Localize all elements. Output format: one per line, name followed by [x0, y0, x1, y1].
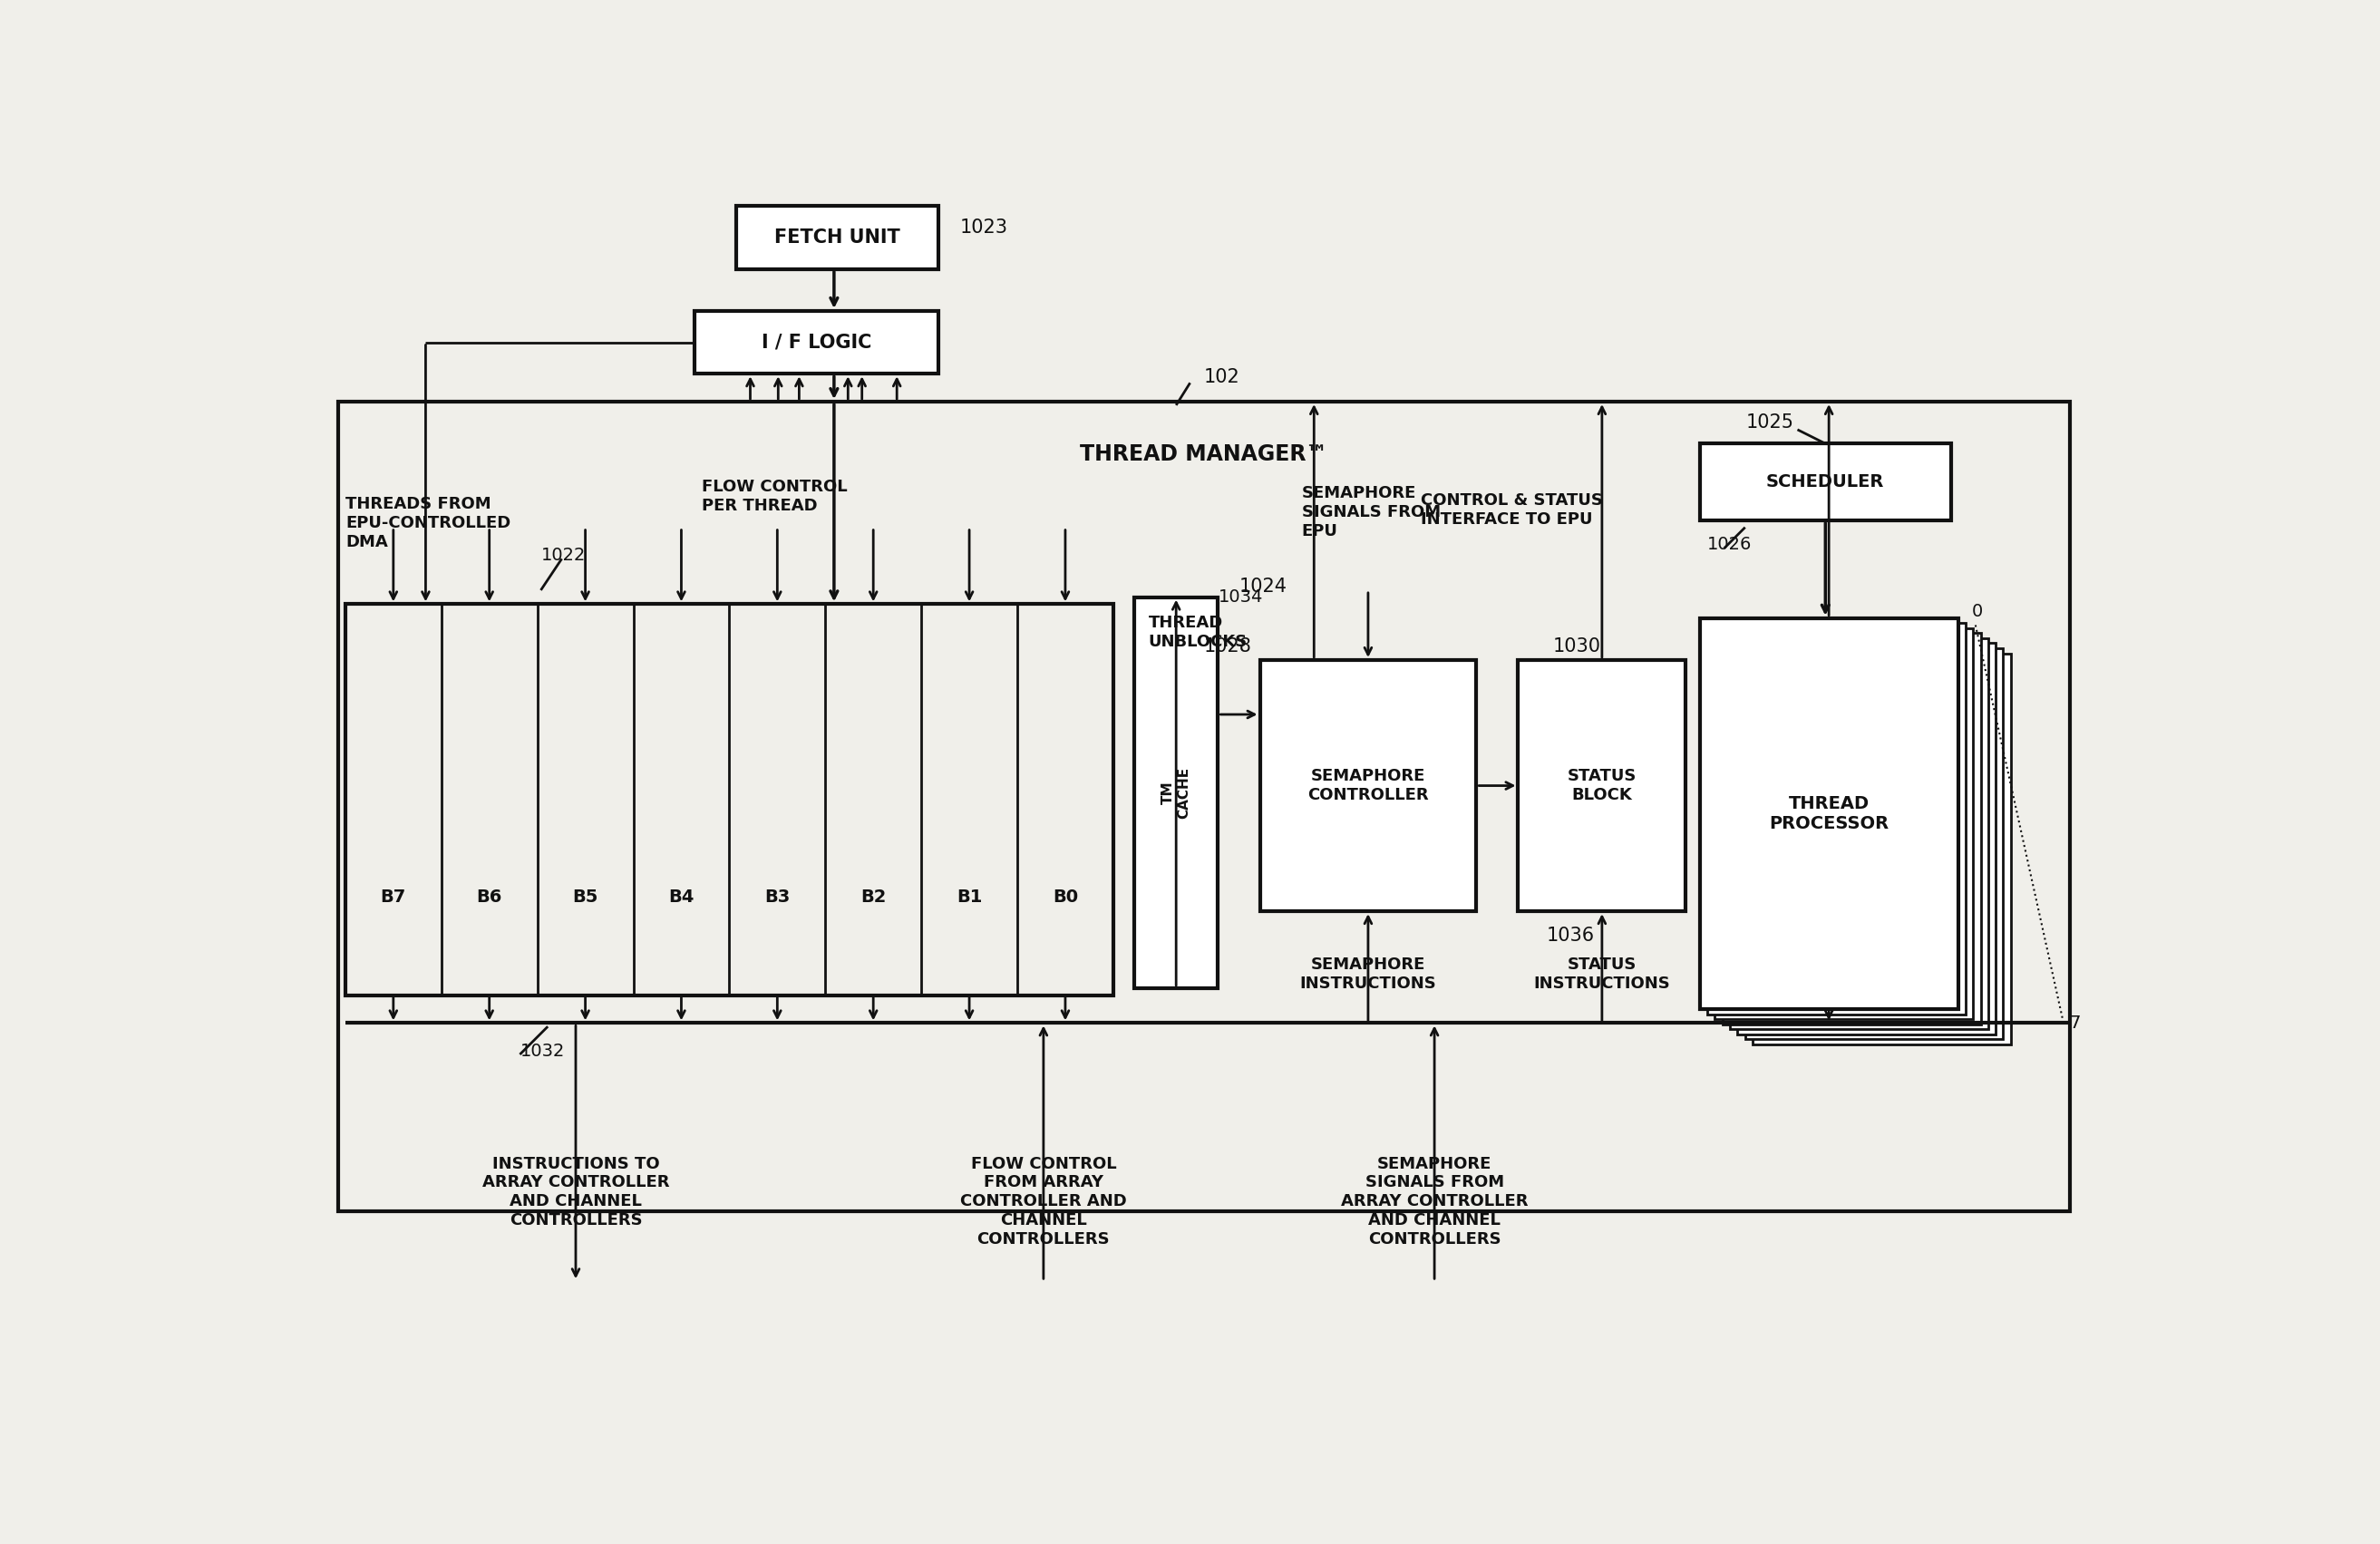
FancyBboxPatch shape — [1723, 633, 1980, 1024]
FancyBboxPatch shape — [1518, 659, 1685, 911]
Text: 1034: 1034 — [1219, 588, 1264, 605]
Text: B6: B6 — [476, 889, 502, 906]
Text: B3: B3 — [764, 889, 790, 906]
FancyBboxPatch shape — [695, 310, 938, 374]
Text: I / F LOGIC: I / F LOGIC — [762, 334, 871, 352]
Text: 1026: 1026 — [1706, 536, 1752, 553]
Text: THREAD
PROCESSOR: THREAD PROCESSOR — [1768, 795, 1890, 832]
Text: THREAD MANAGER™: THREAD MANAGER™ — [1081, 443, 1328, 465]
Text: FLOW CONTROL
PER THREAD: FLOW CONTROL PER THREAD — [702, 479, 847, 514]
Text: STATUS
INSTRUCTIONS: STATUS INSTRUCTIONS — [1533, 957, 1671, 991]
Text: 7: 7 — [2071, 1014, 2080, 1031]
Text: 1025: 1025 — [1745, 414, 1795, 432]
Text: SEMAPHORE
INSTRUCTIONS: SEMAPHORE INSTRUCTIONS — [1299, 957, 1438, 991]
Text: THREADS FROM
EPU-CONTROLLED
DMA: THREADS FROM EPU-CONTROLLED DMA — [345, 496, 512, 550]
FancyBboxPatch shape — [1699, 618, 1959, 1010]
Text: 1032: 1032 — [519, 1042, 564, 1059]
Text: SEMAPHORE
SIGNALS FROM
EPU: SEMAPHORE SIGNALS FROM EPU — [1302, 485, 1440, 539]
Text: TM
CACHE: TM CACHE — [1161, 767, 1190, 818]
FancyBboxPatch shape — [1135, 598, 1219, 988]
Text: 1022: 1022 — [540, 547, 585, 564]
Text: 102: 102 — [1204, 367, 1240, 386]
FancyBboxPatch shape — [1752, 653, 2011, 1044]
FancyBboxPatch shape — [338, 401, 2071, 1212]
Text: B7: B7 — [381, 889, 407, 906]
Text: CONTROL & STATUS
INTERFACE TO EPU: CONTROL & STATUS INTERFACE TO EPU — [1421, 493, 1602, 528]
Text: B1: B1 — [957, 889, 983, 906]
Text: FETCH UNIT: FETCH UNIT — [774, 229, 900, 247]
Text: FLOW CONTROL
FROM ARRAY
CONTROLLER AND
CHANNEL
CONTROLLERS: FLOW CONTROL FROM ARRAY CONTROLLER AND C… — [959, 1155, 1126, 1248]
FancyBboxPatch shape — [1259, 659, 1476, 911]
FancyBboxPatch shape — [345, 604, 1114, 994]
Text: STATUS
BLOCK: STATUS BLOCK — [1568, 767, 1637, 803]
Text: 1036: 1036 — [1547, 926, 1595, 945]
Text: 1028: 1028 — [1204, 638, 1252, 655]
FancyBboxPatch shape — [1730, 638, 1987, 1030]
FancyBboxPatch shape — [1716, 628, 1973, 1019]
Text: SEMAPHORE
CONTROLLER: SEMAPHORE CONTROLLER — [1307, 767, 1428, 803]
Text: 0: 0 — [1973, 602, 1983, 619]
Text: THREAD
UNBLOCKS: THREAD UNBLOCKS — [1147, 615, 1247, 650]
Text: 1023: 1023 — [959, 218, 1007, 236]
Text: B5: B5 — [574, 889, 597, 906]
Text: B0: B0 — [1052, 889, 1078, 906]
FancyBboxPatch shape — [1745, 648, 2004, 1039]
Text: INSTRUCTIONS TO
ARRAY CONTROLLER
AND CHANNEL
CONTROLLERS: INSTRUCTIONS TO ARRAY CONTROLLER AND CHA… — [483, 1155, 669, 1229]
Text: SEMAPHORE
SIGNALS FROM
ARRAY CONTROLLER
AND CHANNEL
CONTROLLERS: SEMAPHORE SIGNALS FROM ARRAY CONTROLLER … — [1340, 1155, 1528, 1248]
FancyBboxPatch shape — [735, 207, 938, 269]
Text: SCHEDULER: SCHEDULER — [1766, 474, 1885, 491]
FancyBboxPatch shape — [1737, 644, 1997, 1034]
Text: B4: B4 — [669, 889, 695, 906]
Text: 1024: 1024 — [1240, 577, 1288, 596]
FancyBboxPatch shape — [1706, 624, 1966, 1014]
Text: B2: B2 — [862, 889, 885, 906]
Text: 1030: 1030 — [1554, 638, 1602, 655]
FancyBboxPatch shape — [1699, 443, 1952, 520]
